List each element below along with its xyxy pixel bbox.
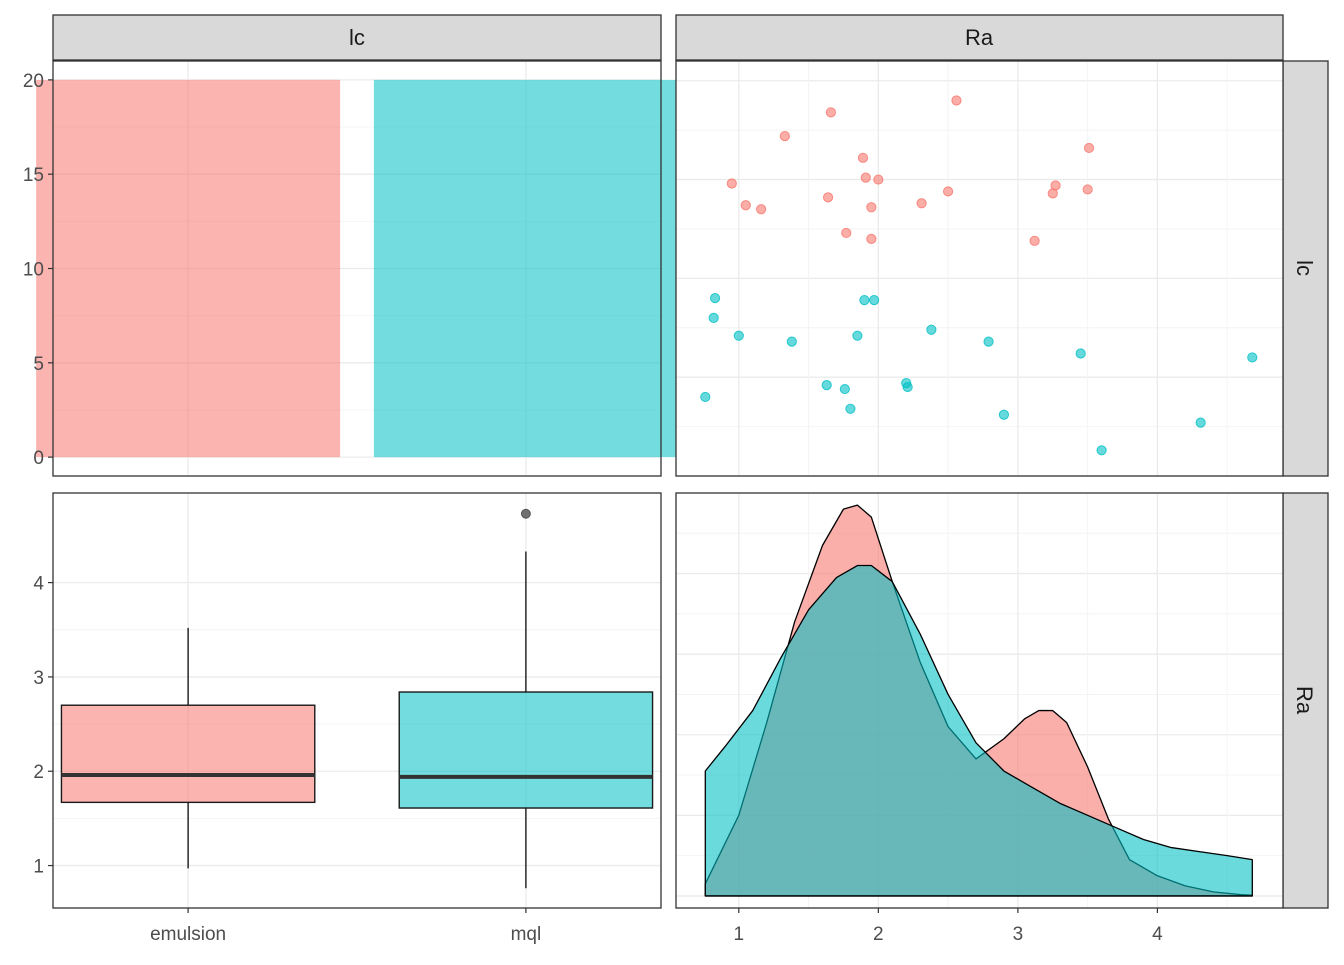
lc-bar-y-tick-label: 10 <box>23 260 44 281</box>
strip-right-lc-label: lc <box>1292 260 1317 276</box>
scatter-point-mql <box>786 336 797 347</box>
scatter-point-mql <box>709 293 721 304</box>
scatter-point-mql <box>1075 348 1086 359</box>
density-x-tick-label: 3 <box>1013 924 1024 945</box>
scatter-point-mql <box>1096 445 1107 456</box>
density-x-tick-label: 2 <box>873 924 884 945</box>
scatter-point-emulsion <box>951 95 962 106</box>
scatter-point-emulsion <box>866 202 877 213</box>
scatter-point-emulsion <box>822 192 834 203</box>
scatter-point-emulsion <box>916 198 927 209</box>
density-border <box>675 492 1284 909</box>
strip-top-lc: lc <box>52 14 662 61</box>
scatter-point-mql <box>1195 417 1206 428</box>
scatter-point-mql <box>998 409 1010 420</box>
scatter-point-emulsion <box>860 172 871 183</box>
scatter-point-emulsion <box>841 227 852 239</box>
boxplot-x-tick-label: emulsion <box>150 924 226 945</box>
strip-right-lc: lc <box>1282 60 1329 477</box>
scatter-point-mql <box>983 336 994 347</box>
box-emulsion <box>60 704 316 804</box>
box-mql <box>398 691 654 809</box>
scatter-point-emulsion <box>825 107 836 118</box>
strip-top-ra-label: Ra <box>965 25 994 50</box>
lc-bar-y-tick-label: 0 <box>33 448 44 469</box>
scatter-point-emulsion <box>740 200 751 211</box>
boxplot-border <box>52 492 662 909</box>
scatter-background <box>676 61 1283 476</box>
density-area-mql <box>704 564 1253 897</box>
strip-top-lc-label: lc <box>349 25 365 50</box>
scatter-point-mql <box>839 383 850 395</box>
outlier-mql <box>520 508 531 519</box>
scatter-point-emulsion <box>1083 142 1095 154</box>
lc-bar-y-tick-label: 20 <box>23 71 44 92</box>
scatter-point-mql <box>852 330 863 341</box>
strip-right-ra-label: Ra <box>1292 686 1317 715</box>
scatter-point-mql <box>708 312 719 324</box>
scatter-point-mql <box>869 295 880 306</box>
scatter-point-emulsion <box>1082 184 1093 195</box>
boxplot-y-tick-label: 1 <box>33 857 44 878</box>
scatter-point-mql <box>859 295 870 306</box>
scatter-border <box>675 60 1284 477</box>
scatter-point-mql <box>821 379 832 391</box>
scatter-point-emulsion <box>943 186 954 197</box>
strip-top-ra: Ra <box>675 14 1284 61</box>
scatter-point-emulsion <box>873 174 884 185</box>
scatter-point-mql <box>1247 352 1258 363</box>
scatter-point-emulsion <box>756 204 767 215</box>
density-x-tick-label: 1 <box>734 924 745 945</box>
lc-bar-y-tick-label: 5 <box>33 354 44 375</box>
boxplot-y-tick-label: 2 <box>33 762 44 783</box>
boxplot-y-tick-label: 3 <box>33 668 44 689</box>
strip-right-ra: Ra <box>1282 492 1329 909</box>
scatter-point-mql <box>700 391 711 403</box>
scatter-point-mql <box>926 324 937 335</box>
lc-bar-y-tick-label: 15 <box>23 165 44 186</box>
boxplot-y-tick-label: 4 <box>33 574 44 595</box>
scatter-point-emulsion <box>726 178 737 189</box>
bar-mql <box>373 79 678 458</box>
scatter-point-emulsion <box>779 130 790 142</box>
scatter-point-emulsion <box>1047 188 1058 199</box>
scatter-point-mql <box>845 403 856 414</box>
scatter-point-mql <box>733 330 744 341</box>
scatter-point-emulsion <box>866 233 877 244</box>
bar-emulsion <box>36 79 341 458</box>
scatter-point-mql <box>902 381 913 393</box>
scatter-point-emulsion <box>857 152 869 163</box>
scatter-point-emulsion <box>1029 235 1040 246</box>
boxplot-x-tick-label: mql <box>511 924 542 945</box>
density-x-tick-label: 4 <box>1152 924 1163 945</box>
